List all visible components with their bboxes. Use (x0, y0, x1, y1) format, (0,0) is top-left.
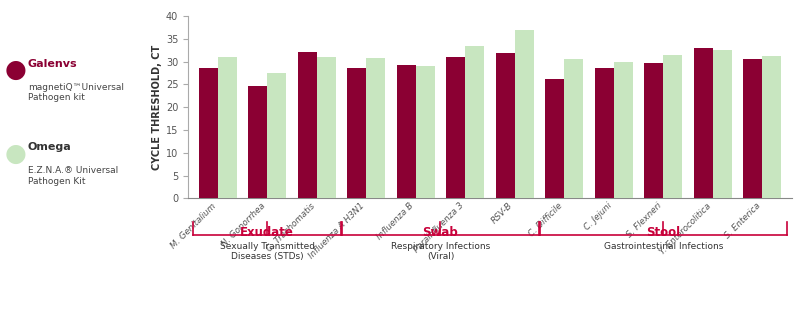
Y-axis label: CYCLE THRESHOLD, CT: CYCLE THRESHOLD, CT (152, 44, 162, 170)
Text: Gastrointestinal Infections: Gastrointestinal Infections (603, 242, 723, 251)
Bar (267, 73, 286, 198)
Bar (366, 58, 385, 198)
Bar (218, 57, 237, 198)
Bar (546, 79, 564, 198)
Bar (317, 57, 335, 198)
Bar (416, 66, 434, 198)
Bar (199, 68, 218, 198)
Text: Omega: Omega (28, 142, 72, 152)
Bar (514, 30, 534, 198)
Bar (694, 48, 713, 198)
Bar (496, 53, 514, 198)
Text: Stool: Stool (646, 226, 680, 239)
Bar (397, 65, 416, 198)
Bar (614, 61, 633, 198)
Text: Galenvs: Galenvs (28, 59, 78, 69)
Bar (663, 55, 682, 198)
Text: Swab: Swab (422, 226, 458, 239)
Bar (347, 68, 366, 198)
Bar (298, 52, 317, 198)
Bar (645, 62, 663, 198)
Bar (762, 56, 781, 198)
Bar (595, 68, 614, 198)
Bar (713, 50, 732, 198)
Text: ●: ● (5, 141, 27, 166)
Bar (466, 46, 484, 198)
Text: Respiratory Infections
(Viral): Respiratory Infections (Viral) (391, 242, 490, 261)
Text: ●: ● (5, 58, 27, 82)
Text: Sexually Transmitted
Diseases (STDs): Sexually Transmitted Diseases (STDs) (220, 242, 314, 261)
Bar (248, 86, 267, 198)
Bar (743, 59, 762, 198)
Bar (564, 59, 583, 198)
Text: E.Z.N.A.® Universal
Pathogen Kit: E.Z.N.A.® Universal Pathogen Kit (28, 166, 118, 186)
Text: magnetiQ™Universal
Pathogen kit: magnetiQ™Universal Pathogen kit (28, 83, 124, 102)
Text: Exudate: Exudate (240, 226, 294, 239)
Bar (446, 57, 466, 198)
